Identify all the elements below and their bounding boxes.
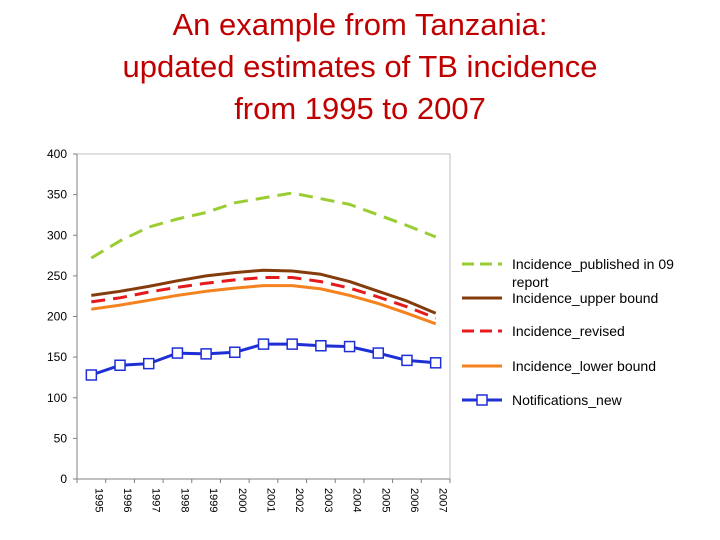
y-tick-label: 100 bbox=[47, 391, 67, 405]
legend-marker bbox=[476, 394, 488, 406]
data-point-marker bbox=[257, 338, 270, 350]
x-tick-label: 1998 bbox=[178, 488, 190, 512]
data-point-marker bbox=[315, 340, 327, 352]
x-tick-label: 2003 bbox=[322, 488, 334, 512]
data-point-marker bbox=[429, 357, 442, 369]
legend-label-4: Incidence_lower bound bbox=[512, 358, 656, 374]
x-tick-label: 2006 bbox=[408, 488, 420, 512]
x-tick-label: 2005 bbox=[379, 488, 391, 512]
legend-label-3: Incidence_revised bbox=[512, 323, 625, 339]
x-tick-label: 2007 bbox=[437, 488, 449, 512]
slide-title-line-1: An example from Tanzania: bbox=[172, 7, 548, 42]
series-line-3 bbox=[91, 276, 437, 320]
data-point-marker bbox=[114, 359, 126, 371]
slide-title-line-2: updated estimates of TB incidence bbox=[122, 49, 598, 84]
series-line-1 bbox=[90, 191, 437, 260]
x-tick-label: 2004 bbox=[351, 488, 363, 512]
y-tick-label: 300 bbox=[47, 228, 67, 242]
x-tick-label: 2000 bbox=[236, 488, 248, 512]
slide-title: An example from Tanzania: updated estima… bbox=[0, 4, 720, 130]
y-tick-label: 200 bbox=[47, 310, 67, 324]
data-point-marker bbox=[200, 348, 212, 360]
legend-label-5: Notifications_new bbox=[512, 392, 623, 408]
plot-area-border bbox=[76, 153, 451, 480]
x-tick-label: 1997 bbox=[150, 488, 162, 512]
data-point-marker bbox=[229, 346, 241, 358]
x-tick-label: 2002 bbox=[293, 488, 305, 512]
x-tick-label: 2001 bbox=[265, 488, 277, 512]
legend-label-2: Incidence_upper bound bbox=[512, 290, 658, 306]
y-tick-label: 350 bbox=[47, 188, 67, 202]
data-point-marker bbox=[171, 347, 184, 359]
data-point-marker bbox=[343, 340, 356, 353]
y-tick-label: 400 bbox=[47, 147, 67, 161]
data-point-marker bbox=[372, 347, 385, 359]
data-point-marker bbox=[401, 354, 413, 367]
data-point-marker bbox=[142, 357, 155, 370]
y-tick-label: 0 bbox=[60, 472, 67, 486]
x-tick-label: 1999 bbox=[207, 488, 219, 512]
y-tick-label: 250 bbox=[47, 269, 67, 283]
x-tick-label: 1995 bbox=[92, 488, 104, 512]
legend-label-1: Incidence_published in 09 report bbox=[512, 256, 674, 290]
series-line-2 bbox=[91, 268, 437, 315]
y-tick-label: 50 bbox=[54, 431, 68, 445]
series-line-4 bbox=[91, 284, 437, 326]
y-tick-label: 150 bbox=[47, 350, 67, 364]
data-point-marker bbox=[85, 369, 98, 381]
slide-title-line-3: from 1995 to 2007 bbox=[234, 91, 486, 126]
x-tick-label: 1996 bbox=[121, 488, 133, 512]
data-point-marker bbox=[286, 338, 298, 350]
